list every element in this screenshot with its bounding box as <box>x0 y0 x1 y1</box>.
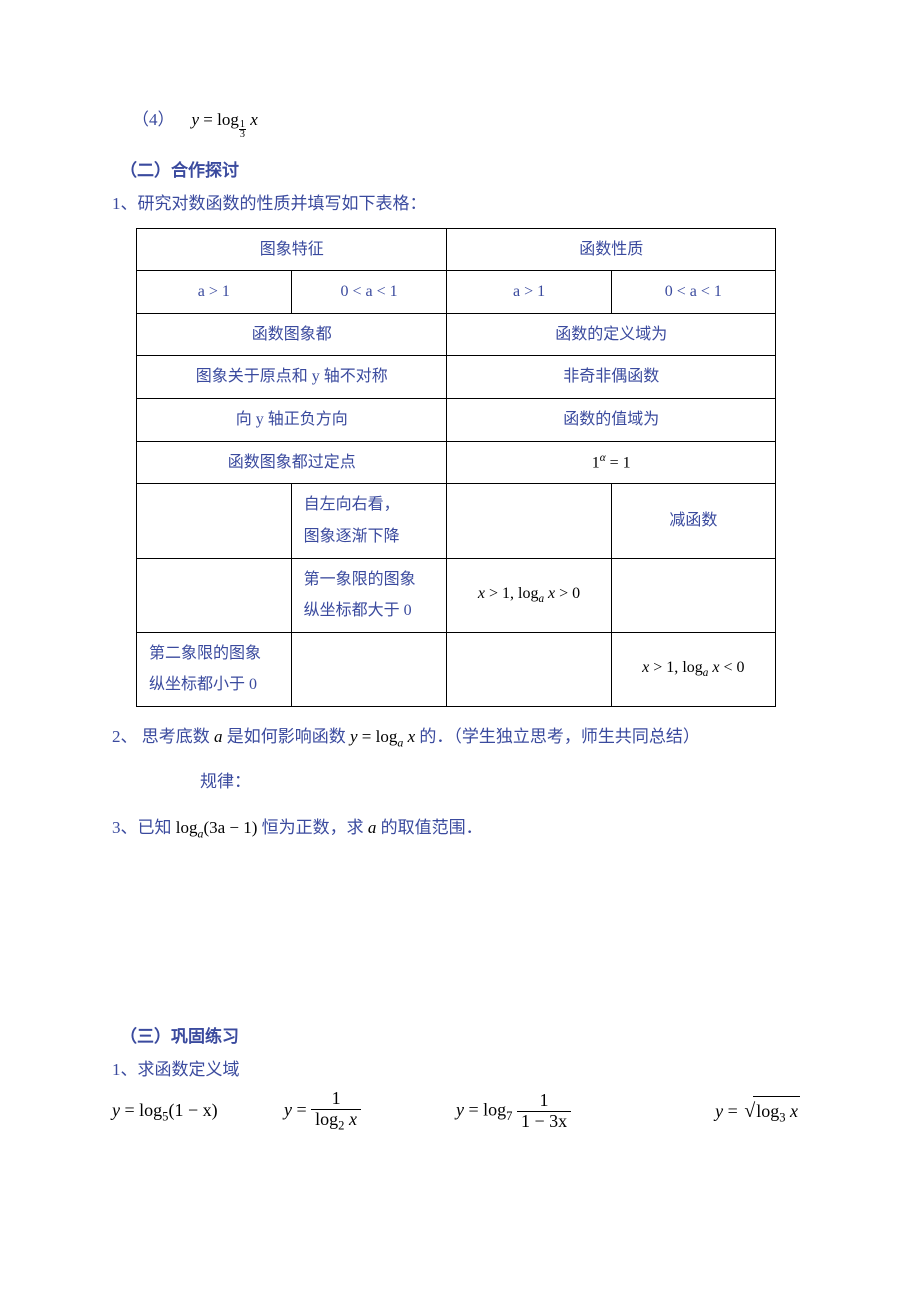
cell-0-lt-a-lt-1-right: 0 < a < 1 <box>611 271 775 314</box>
question-3: 3、已知 loga(3a − 1) 恒为正数，求 a 的取值范围． <box>112 814 800 843</box>
q3-expr: loga(3a − 1) <box>176 818 258 837</box>
sec3-p1-text: 求函数定义域 <box>138 1060 240 1079</box>
exercise-row: y = log5(1 − x) y = 1log2 x y = log7 11 … <box>112 1089 800 1133</box>
cell-r4c2: 非奇非偶函数 <box>447 356 776 399</box>
section-3-p1: 1、求函数定义域 <box>112 1056 800 1083</box>
question-2: 2、 思考底数 a 是如何影响函数 y = loga x 的．（学生独立思考，师… <box>112 723 800 752</box>
cell-r8c1 <box>137 558 292 632</box>
sec2-p1-text: 研究对数函数的性质并填写如下表格： <box>138 194 427 213</box>
table-row: 图象关于原点和 y 轴不对称 非奇非偶函数 <box>137 356 776 399</box>
cell-r8c3: x > 1, loga x > 0 <box>447 558 611 632</box>
th-image-features: 图象特征 <box>137 228 447 271</box>
cell-r8c4 <box>611 558 775 632</box>
cell-r9c3 <box>447 632 611 706</box>
item4-eq: = <box>199 110 217 129</box>
q2-t2: 是如何影响函数 <box>223 727 351 746</box>
properties-table: 图象特征 函数性质 a > 1 0 < a < 1 a > 1 0 < a < … <box>136 228 776 707</box>
q2-t1: 思考底数 <box>142 727 214 746</box>
cell-a-gt-1-left: a > 1 <box>137 271 292 314</box>
q3-t1: 已知 <box>138 818 176 837</box>
cell-r7c2: 自左向右看， 图象逐渐下降 <box>291 484 447 558</box>
table-row: 向 y 轴正负方向 函数的值域为 <box>137 398 776 441</box>
exercise-2: y = 1log2 x <box>284 1089 456 1133</box>
cell-r6c1: 函数图象都过定点 <box>137 441 447 484</box>
item4-y: y <box>192 110 200 129</box>
section-2-heading: （二）合作探讨 <box>120 157 800 184</box>
table-row: 函数图象都 函数的定义域为 <box>137 313 776 356</box>
q2-prefix: 2、 <box>112 727 142 746</box>
cell-r9c2 <box>291 632 447 706</box>
q3-t3: 的取值范围． <box>376 818 482 837</box>
sec2-p1-prefix: 1、 <box>112 194 138 213</box>
sec3-p1-prefix: 1、 <box>112 1060 138 1079</box>
cell-r3c1: 函数图象都 <box>137 313 447 356</box>
cell-r4c1: 图象关于原点和 y 轴不对称 <box>137 356 447 399</box>
table-row: 图象特征 函数性质 <box>137 228 776 271</box>
table-row: a > 1 0 < a < 1 a > 1 0 < a < 1 <box>137 271 776 314</box>
item4-log: log <box>217 110 239 129</box>
q2-t3: 的．（学生独立思考，师生共同总结） <box>415 727 700 746</box>
item4-logsub: 13 <box>239 120 246 139</box>
cell-r5c1: 向 y 轴正负方向 <box>137 398 447 441</box>
cell-r8c2: 第一象限的图象 纵坐标都大于 0 <box>291 558 447 632</box>
table-row: 函数图象都过定点 1α = 1 <box>137 441 776 484</box>
cell-0-lt-a-lt-1-left: 0 < a < 1 <box>291 271 447 314</box>
cell-r9c1: 第二象限的图象 纵坐标都小于 0 <box>137 632 292 706</box>
cell-r9c4: x > 1, loga x < 0 <box>611 632 775 706</box>
section-2-p1: 1、研究对数函数的性质并填写如下表格： <box>112 190 800 217</box>
item4-x: x <box>250 110 258 129</box>
q2-rule: 规律： <box>200 768 800 795</box>
table-row: 第一象限的图象 纵坐标都大于 0 x > 1, loga x > 0 <box>137 558 776 632</box>
q3-prefix: 3、 <box>112 818 138 837</box>
page-root: （4） y = log13 x （二）合作探讨 1、研究对数函数的性质并填写如下… <box>0 0 920 1302</box>
exercise-1: y = log5(1 − x) <box>112 1096 284 1127</box>
exercise-3: y = log7 11 − 3x <box>456 1091 628 1132</box>
exercise-4: y = log3 x <box>628 1096 800 1128</box>
exercise-3-frac: 11 − 3x <box>517 1091 571 1132</box>
section-3-heading: （三）巩固练习 <box>120 1023 800 1050</box>
cell-r6c2: 1α = 1 <box>447 441 776 484</box>
table-row: 第二象限的图象 纵坐标都小于 0 x > 1, loga x < 0 <box>137 632 776 706</box>
cell-r7c1 <box>137 484 292 558</box>
q2-func: y = loga x <box>350 727 415 746</box>
exercise-4-sqrt: log3 x <box>742 1096 800 1128</box>
cell-r3c2: 函数的定义域为 <box>447 313 776 356</box>
th-function-properties: 函数性质 <box>447 228 776 271</box>
cell-r7c4: 减函数 <box>611 484 775 558</box>
item4-label: （4） <box>132 110 175 129</box>
equation-item-4: （4） y = log13 x <box>132 106 800 133</box>
q2-a: a <box>214 727 223 746</box>
cell-a-gt-1-right: a > 1 <box>447 271 611 314</box>
exercise-2-frac: 1log2 x <box>311 1089 361 1133</box>
cell-r5c2: 函数的值域为 <box>447 398 776 441</box>
table-row: 自左向右看， 图象逐渐下降 减函数 <box>137 484 776 558</box>
cell-r7c3 <box>447 484 611 558</box>
q3-t2: 恒为正数，求 <box>257 818 368 837</box>
